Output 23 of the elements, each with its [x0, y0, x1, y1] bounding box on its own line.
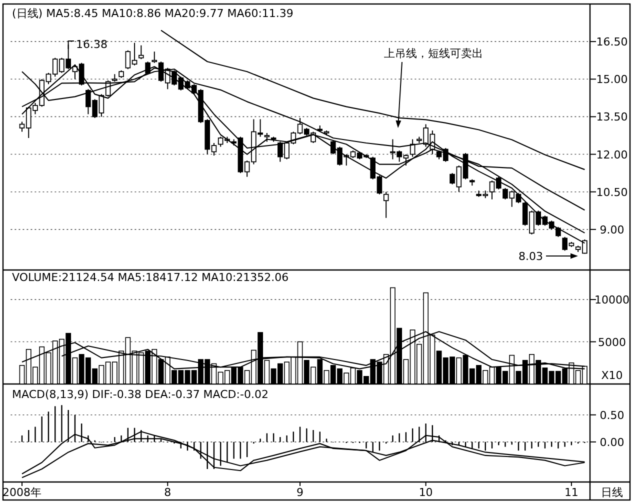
- text: X10: [601, 369, 623, 382]
- x-tick-label: 8: [164, 486, 172, 499]
- chart-title: MACD(8,13,9) DIF:-0.38 DEA:-0.37 MACD:-0.02: [12, 388, 268, 401]
- y-tick-label: 15.00: [596, 73, 628, 86]
- y-tick-label: 10000: [594, 294, 630, 307]
- y-tick-label: 13.50: [596, 110, 628, 124]
- chart-title: VOLUME:21124.54 MA5:18417.12 MA10:21352.06: [12, 271, 289, 284]
- annotation: 8.03: [518, 250, 543, 263]
- y-tick-label: 10.50: [596, 186, 628, 199]
- y-tick-label: 0.00: [600, 436, 624, 449]
- x-tick-label: 2008年: [2, 486, 42, 499]
- chart-title: (日线) MA5:8.45 MA10:8.86 MA20:9.77 MA60:11.39: [12, 7, 294, 20]
- annotation: 上吊线，短线可卖出: [384, 47, 483, 60]
- text: 日线: [601, 486, 623, 499]
- y-tick-label: 5000: [598, 336, 626, 349]
- annotation: 16.38: [76, 38, 108, 51]
- y-tick-label: 0.50: [600, 408, 624, 422]
- y-tick-label: 12.00: [596, 148, 628, 162]
- y-tick-label: 16.50: [596, 36, 628, 49]
- y-tick-label: 9.00: [600, 223, 624, 236]
- x-tick-label: 9: [296, 486, 304, 499]
- x-tick-label: 10: [418, 486, 433, 499]
- x-tick-label: 11: [564, 486, 578, 499]
